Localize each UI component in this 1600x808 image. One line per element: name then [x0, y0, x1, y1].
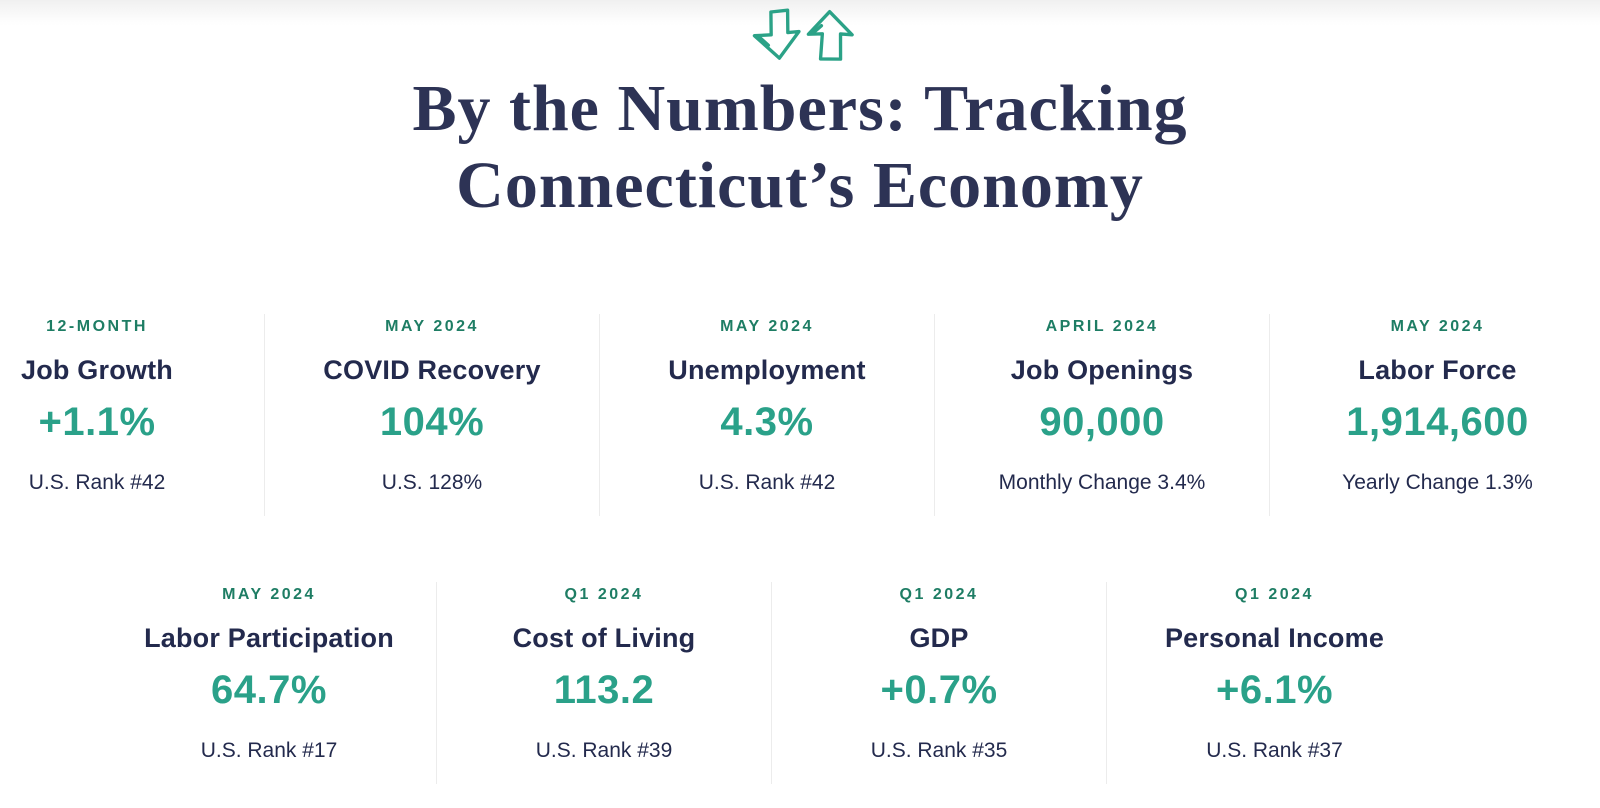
stat-footnote: U.S. Rank #17	[200, 739, 338, 763]
stats-row-1: 12-MONTH Job Growth +1.1% U.S. Rank #42 …	[0, 314, 1600, 517]
top-gradient-band	[0, 0, 1600, 26]
stat-footnote: U.S. Rank #42	[28, 471, 166, 495]
stat-value: 113.2	[553, 668, 655, 713]
stat-period: Q1 2024	[564, 586, 644, 604]
stat-value: 4.3%	[720, 400, 814, 445]
page-title-line2: Connecticut’s Economy	[456, 149, 1144, 223]
stat-value: 90,000	[1039, 400, 1165, 445]
stat-footnote: Monthly Change 3.4%	[998, 471, 1206, 495]
stat-period: APRIL 2024	[1045, 318, 1159, 336]
stat-card: 12-MONTH Job Growth +1.1% U.S. Rank #42	[0, 314, 265, 517]
stat-card: MAY 2024 COVID Recovery 104% U.S. 128%	[265, 314, 600, 517]
stat-card: Q1 2024 GDP +0.7% U.S. Rank #35	[772, 582, 1107, 785]
stat-label: Job Openings	[1010, 355, 1194, 386]
stat-period: MAY 2024	[720, 318, 814, 336]
page-title: By the Numbers: Tracking Connecticut’s E…	[0, 70, 1600, 224]
stat-value: +0.7%	[880, 668, 998, 713]
stat-footnote: U.S. Rank #37	[1206, 739, 1343, 763]
stat-value: +6.1%	[1215, 668, 1334, 713]
stat-period: MAY 2024	[1390, 318, 1485, 336]
stat-value: +1.1%	[38, 400, 156, 445]
stat-card: Q1 2024 Cost of Living 113.2 U.S. Rank #…	[437, 582, 772, 785]
stat-label: Personal Income	[1164, 623, 1385, 654]
stat-label: Labor Participation	[144, 623, 394, 654]
stat-period: Q1 2024	[899, 586, 979, 604]
stat-label: GDP	[909, 623, 969, 654]
stat-value: 104%	[379, 400, 485, 445]
stat-footnote: U.S. 128%	[381, 471, 483, 495]
stat-card: MAY 2024 Unemployment 4.3% U.S. Rank #42	[600, 314, 935, 517]
stat-card: Q1 2024 Personal Income +6.1% U.S. Rank …	[1107, 582, 1442, 784]
stat-footnote: U.S. Rank #35	[870, 739, 1008, 763]
down-up-arrows-icon	[0, 8, 1600, 62]
stat-card: MAY 2024 Labor Participation 64.7% U.S. …	[102, 582, 437, 785]
stat-value: 64.7%	[211, 668, 327, 713]
stat-footnote: U.S. Rank #39	[535, 739, 673, 763]
stat-period: 12-MONTH	[46, 318, 148, 336]
stat-label: Cost of Living	[512, 623, 696, 654]
stat-card: MAY 2024 Labor Force 1,914,600 Yearly Ch…	[1270, 314, 1600, 516]
stat-value: 1,914,600	[1346, 400, 1529, 445]
stat-card: APRIL 2024 Job Openings 90,000 Monthly C…	[935, 314, 1270, 517]
stats-row-2: MAY 2024 Labor Participation 64.7% U.S. …	[102, 582, 1442, 785]
stat-footnote: Yearly Change 1.3%	[1342, 471, 1533, 495]
stat-period: MAY 2024	[222, 586, 316, 604]
stat-label: Job Growth	[21, 355, 173, 386]
stat-label: Labor Force	[1358, 355, 1517, 386]
stat-period: MAY 2024	[385, 318, 479, 336]
page-header: By the Numbers: Tracking Connecticut’s E…	[0, 0, 1600, 224]
stat-label: Unemployment	[668, 355, 866, 386]
stat-period: Q1 2024	[1235, 586, 1314, 604]
stat-footnote: U.S. Rank #42	[698, 471, 836, 495]
page-title-line1: By the Numbers: Tracking	[412, 72, 1188, 145]
stat-label: COVID Recovery	[323, 355, 541, 386]
